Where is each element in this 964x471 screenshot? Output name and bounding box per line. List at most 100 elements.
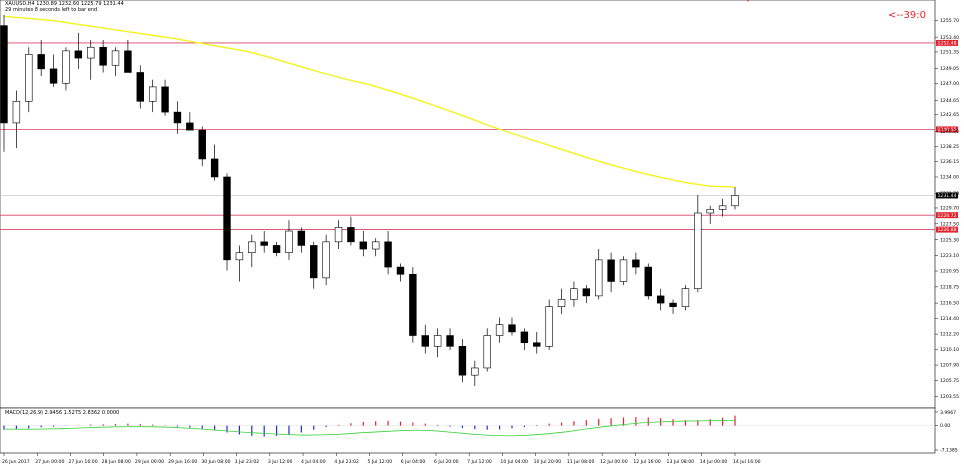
candle-body [124, 50, 132, 73]
candle-body [644, 266, 652, 297]
candle-body [545, 306, 553, 347]
macd-y-tick-label: 0.00 [940, 423, 950, 429]
candle-body [334, 227, 343, 243]
level-price-label: 1252.48 [938, 41, 957, 47]
candle-body [409, 273, 417, 336]
candle-body [49, 68, 58, 84]
candle-body [706, 209, 714, 214]
candle-body [99, 46, 107, 66]
macd-y-tick-label: 3.9967 [940, 410, 956, 416]
y-tick-label: 1220.95 [940, 269, 959, 275]
candle-body [619, 259, 628, 282]
current-price-label: 1231.44 [938, 193, 957, 199]
y-tick-label: 1216.50 [940, 301, 959, 307]
candle-body [87, 46, 95, 59]
x-tick-label: 6 Jul 20:00 [434, 459, 459, 465]
candle-body [495, 324, 504, 336]
macd-pane-frame [0, 407, 936, 454]
y-tick-label: 1236.15 [940, 159, 959, 165]
candle-body [210, 158, 219, 178]
candle-body [248, 241, 256, 253]
macd-y-tick-label: -7.1385 [940, 448, 958, 454]
candle-body [458, 346, 467, 376]
candle-body [235, 252, 244, 261]
x-tick-label: 7 Jul 12:00 [467, 459, 492, 465]
y-tick-label: 1240.30 [940, 129, 959, 135]
candle-body [310, 245, 318, 279]
level-price-label: 1240.55 [938, 127, 957, 133]
y-tick-label: 1223.10 [940, 253, 959, 259]
candle-body [570, 288, 578, 300]
x-tick-label: 26 Jun 2017 [2, 459, 30, 465]
level-price-label: 1228.72 [938, 213, 957, 219]
candle-body [520, 331, 529, 344]
level-price-label: 1226.88 [938, 227, 957, 233]
y-tick-label: 1238.25 [940, 144, 959, 150]
x-tick-label: 30 Jun 08:00 [201, 459, 230, 465]
level-price-badge [936, 226, 958, 233]
symbol-info: XAUUSD,H4 1230.89 1232.60 1225.79 1231.4… [5, 1, 124, 7]
candle-body [371, 241, 380, 250]
candle-body [731, 195, 739, 207]
candle-body [347, 227, 355, 243]
candle-body [25, 54, 33, 102]
candle-body [198, 129, 206, 160]
x-tick-label: 10 Jul 04:00 [500, 459, 528, 465]
candle-body [433, 335, 442, 347]
x-tick-label: 6 Jul 04:00 [401, 459, 426, 465]
candle-body [186, 122, 194, 131]
y-tick-label: 1225.30 [940, 237, 959, 243]
x-tick-label: 4 Jul 23:02 [334, 459, 359, 465]
y-tick-label: 1205.75 [940, 378, 959, 384]
candle-body [446, 335, 454, 347]
price-pane-frame [0, 0, 936, 409]
current-price-badge [936, 192, 958, 199]
candle-body [322, 241, 330, 279]
x-tick-label: 14 Jul 00:00 [700, 459, 728, 465]
candle-body [483, 335, 491, 369]
x-tick-label: 11 Jul 08:00 [567, 459, 595, 465]
candle-body [297, 230, 306, 246]
x-tick-label: 12 Jul 16:00 [633, 459, 661, 465]
candle-body [359, 241, 368, 250]
candle-body [111, 50, 120, 66]
price-pane [0, 0, 936, 409]
candle-body [0, 25, 8, 124]
candle-body [607, 259, 615, 282]
y-tick-label: 1251.35 [940, 50, 959, 56]
level-price-badge [936, 39, 958, 46]
y-tick-label: 1242.65 [940, 112, 959, 118]
candle-body [656, 295, 665, 304]
y-tick-label: 1227.50 [940, 221, 959, 227]
candle-body [272, 245, 281, 253]
x-tick-label: 5 Jul 12:00 [368, 459, 393, 465]
x-tick-label: 13 Jul 08:00 [667, 459, 695, 465]
candle-body [421, 335, 429, 347]
candle-body [136, 72, 144, 102]
candle-body [582, 288, 591, 297]
x-tick-label: 3 Jul 23:02 [235, 459, 260, 465]
candle-body [260, 241, 268, 246]
y-tick-label: 1247.00 [940, 81, 959, 87]
x-tick-label: 29 Jun 00:00 [135, 459, 164, 465]
y-tick-label: 1212.20 [940, 332, 959, 338]
y-tick-label: 1214.40 [940, 316, 959, 322]
candle-body [148, 86, 157, 102]
bar-timer: 29 minutes 8 seconds left to bar end [5, 7, 98, 13]
x-tick-label: 10 Jul 20:00 [534, 459, 562, 465]
bar-countdown: <--39:0 [887, 10, 926, 21]
y-tick-label: 1210.10 [940, 347, 959, 353]
candle-body [62, 50, 70, 84]
moving-average-line [3, 15, 736, 188]
level-price-badge [936, 126, 958, 133]
candle-body [669, 302, 677, 308]
y-tick-label: 1253.40 [940, 35, 959, 41]
y-tick-label: 1244.65 [940, 98, 959, 104]
y-tick-label: 1229.70 [940, 206, 959, 212]
candle-body [632, 259, 640, 268]
candle-body [681, 288, 690, 308]
candle-body [285, 230, 293, 253]
candle-body [694, 212, 702, 289]
